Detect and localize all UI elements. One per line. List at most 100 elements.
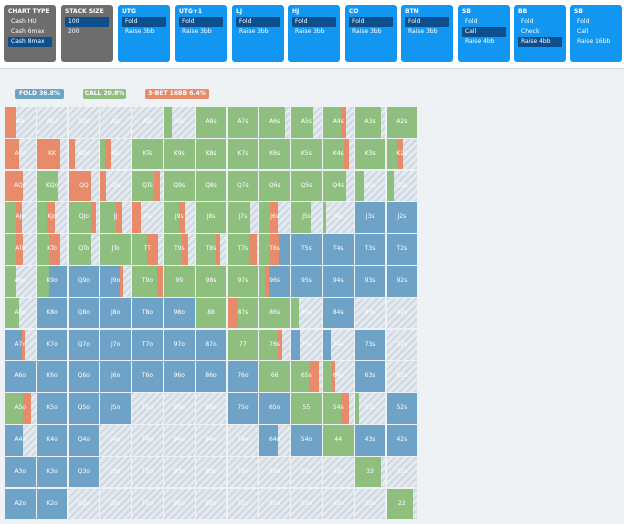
- hand-cell-86s[interactable]: 86s: [259, 297, 290, 329]
- hand-cell-a4s[interactable]: A4s: [323, 107, 354, 138]
- hand-cell-52s[interactable]: 52s: [386, 393, 418, 424]
- hand-cell-t3o[interactable]: T3o: [132, 456, 163, 488]
- option-raise-4bb[interactable]: Raise 4bb: [518, 37, 562, 47]
- hand-cell-92o[interactable]: 92o: [164, 488, 195, 520]
- hand-cell-97o[interactable]: 97o: [164, 329, 195, 361]
- hand-cell-43o[interactable]: 43o: [323, 456, 354, 488]
- hand-cell-t6o[interactable]: T6o: [132, 361, 163, 392]
- hand-cell-a6o[interactable]: A6o: [5, 361, 36, 392]
- hand-cell-93s[interactable]: 93s: [354, 266, 386, 297]
- hand-cell-ats[interactable]: ATs: [132, 107, 163, 138]
- hand-cell-j3o[interactable]: J3o: [100, 456, 131, 488]
- hand-cell-a6s[interactable]: A6s: [259, 107, 290, 138]
- option-raise-16bb[interactable]: Raise 16bb: [577, 38, 611, 45]
- hand-cell-j9o[interactable]: J9o: [100, 266, 131, 297]
- option-call[interactable]: Call: [577, 28, 589, 35]
- hand-cell-j4o[interactable]: J4o: [100, 425, 131, 456]
- hand-cell-a3o[interactable]: A3o: [5, 456, 36, 488]
- hand-cell-q8s[interactable]: Q8s: [195, 170, 227, 202]
- hand-cell-33[interactable]: 33: [354, 456, 386, 488]
- hand-cell-72o[interactable]: 72o: [227, 488, 259, 520]
- hand-cell-q3s[interactable]: Q3s: [354, 170, 386, 202]
- hand-cell-54s[interactable]: 54s: [323, 393, 354, 424]
- hand-cell-kjs[interactable]: KJs: [100, 138, 131, 170]
- hand-cell-q6s[interactable]: Q6s: [259, 170, 290, 202]
- hand-cell-q2s[interactable]: Q2s: [386, 170, 418, 202]
- hand-cell-t8s[interactable]: T8s: [195, 234, 227, 265]
- hand-cell-t9s[interactable]: T9s: [164, 234, 195, 265]
- hand-cell-42s[interactable]: 42s: [386, 425, 418, 456]
- hand-cell-a7o[interactable]: A7o: [5, 329, 36, 361]
- hand-cell-ajs[interactable]: AJs: [100, 107, 131, 138]
- hand-cell-jts[interactable]: JTs: [132, 202, 163, 233]
- hand-cell-j8o[interactable]: J8o: [100, 297, 131, 329]
- hand-cell-qto[interactable]: QTo: [68, 234, 100, 265]
- hand-cell-q8o[interactable]: Q8o: [68, 297, 100, 329]
- hand-cell-j9s[interactable]: J9s: [164, 202, 195, 233]
- hand-cell-64o[interactable]: 64o: [259, 425, 290, 456]
- option-fold[interactable]: Fold: [179, 17, 223, 27]
- hand-cell-82o[interactable]: 82o: [195, 488, 227, 520]
- hand-cell-t6s[interactable]: T6s: [259, 234, 290, 265]
- hand-cell-t5o[interactable]: T5o: [132, 393, 163, 424]
- hand-cell-jto[interactable]: JTo: [100, 234, 131, 265]
- hand-cell-a9s[interactable]: A9s: [164, 107, 195, 138]
- hand-cell-ato[interactable]: ATo: [5, 234, 36, 265]
- hand-cell-q9o[interactable]: Q9o: [68, 266, 100, 297]
- hand-cell-75o[interactable]: 75o: [227, 393, 259, 424]
- hand-cell-93o[interactable]: 93o: [164, 456, 195, 488]
- option-fold[interactable]: Fold: [405, 17, 449, 27]
- option-fold[interactable]: Fold: [521, 18, 534, 25]
- hand-cell-q5o[interactable]: Q5o: [68, 393, 100, 424]
- option-raise-3bb[interactable]: Raise 3bb: [352, 28, 382, 35]
- option-fold[interactable]: Fold: [577, 18, 590, 25]
- hand-cell-qts[interactable]: QTs: [132, 170, 163, 202]
- hand-cell-q4s[interactable]: Q4s: [323, 170, 354, 202]
- option-fold[interactable]: Fold: [122, 17, 166, 27]
- hand-cell-84o[interactable]: 84o: [195, 425, 227, 456]
- option-raise-3bb[interactable]: Raise 3bb: [408, 28, 438, 35]
- hand-cell-22[interactable]: 22: [386, 488, 418, 520]
- hand-cell-a3s[interactable]: A3s: [354, 107, 386, 138]
- hand-cell-87s[interactable]: 87s: [227, 297, 259, 329]
- hand-cell-73o[interactable]: 73o: [227, 456, 259, 488]
- hand-cell-a7s[interactable]: A7s: [227, 107, 259, 138]
- hand-cell-k2s[interactable]: K2s: [386, 138, 418, 170]
- hand-cell-k5o[interactable]: K5o: [36, 393, 68, 424]
- option-raise-3bb[interactable]: Raise 3bb: [182, 28, 212, 35]
- hand-cell-j7o[interactable]: J7o: [100, 329, 131, 361]
- hand-cell-a8o[interactable]: A8o: [5, 297, 36, 329]
- hand-cell-k9s[interactable]: K9s: [164, 138, 195, 170]
- hand-cell-53o[interactable]: 53o: [291, 456, 322, 488]
- hand-cell-85s[interactable]: 85s: [291, 297, 322, 329]
- hand-cell-32o[interactable]: 32o: [354, 488, 386, 520]
- hand-cell-76s[interactable]: 76s: [259, 329, 290, 361]
- hand-cell-kqs[interactable]: KQs: [68, 138, 100, 170]
- hand-cell-44[interactable]: 44: [323, 425, 354, 456]
- hand-cell-t7s[interactable]: T7s: [227, 234, 259, 265]
- hand-cell-88[interactable]: 88: [195, 297, 227, 329]
- hand-cell-83s[interactable]: 83s: [354, 297, 386, 329]
- hand-cell-43s[interactable]: 43s: [354, 425, 386, 456]
- hand-cell-65s[interactable]: 65s: [291, 361, 322, 392]
- option-cash-6max[interactable]: Cash 6max: [11, 28, 45, 35]
- hand-cell-62o[interactable]: 62o: [259, 488, 290, 520]
- hand-cell-q7o[interactable]: Q7o: [68, 329, 100, 361]
- hand-cell-j2s[interactable]: J2s: [386, 202, 418, 233]
- hand-cell-76o[interactable]: 76o: [227, 361, 259, 392]
- hand-cell-aa[interactable]: AA: [5, 107, 36, 138]
- hand-cell-k7o[interactable]: K7o: [36, 329, 68, 361]
- option-raise-3bb[interactable]: Raise 3bb: [239, 28, 269, 35]
- hand-cell-jj[interactable]: JJ: [100, 202, 131, 233]
- option-raise-3bb[interactable]: Raise 3bb: [295, 28, 325, 35]
- hand-cell-a5o[interactable]: A5o: [5, 393, 36, 424]
- hand-cell-54o[interactable]: 54o: [291, 425, 322, 456]
- option-check[interactable]: Check: [521, 28, 540, 35]
- hand-cell-j5s[interactable]: J5s: [291, 202, 322, 233]
- hand-cell-ako[interactable]: AKo: [5, 138, 36, 170]
- hand-cell-ajo[interactable]: AJo: [5, 202, 36, 233]
- hand-cell-j8s[interactable]: J8s: [195, 202, 227, 233]
- hand-cell-kqo[interactable]: KQo: [36, 170, 68, 202]
- hand-cell-t2o[interactable]: T2o: [132, 488, 163, 520]
- option-raise-4bb[interactable]: Raise 4bb: [465, 38, 495, 45]
